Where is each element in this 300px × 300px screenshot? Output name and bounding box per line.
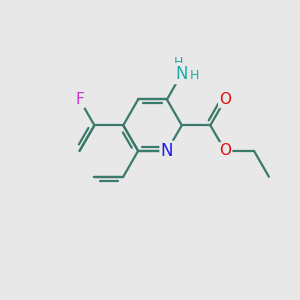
Text: H: H: [174, 56, 184, 69]
Text: F: F: [75, 92, 84, 107]
Text: N: N: [176, 64, 188, 82]
Text: H: H: [190, 69, 199, 82]
Text: N: N: [161, 142, 173, 160]
Text: O: O: [219, 143, 231, 158]
Text: O: O: [219, 92, 231, 107]
